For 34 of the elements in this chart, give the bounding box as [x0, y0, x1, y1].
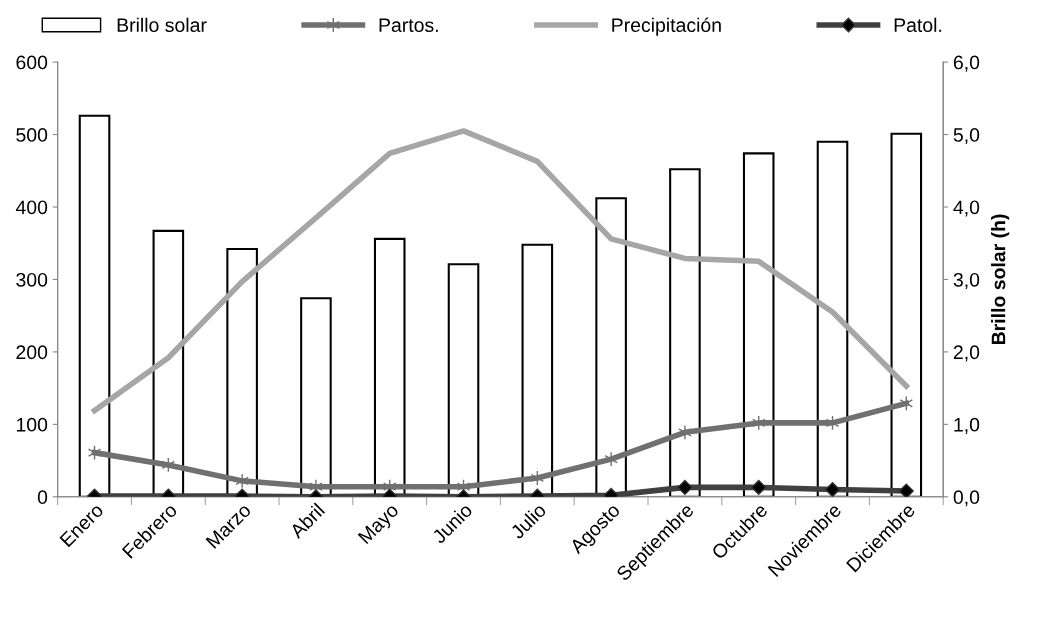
point	[751, 479, 767, 495]
legend-label: Patol.	[894, 17, 942, 33]
bar	[300, 297, 332, 497]
point	[898, 483, 914, 497]
bar	[447, 263, 480, 497]
point	[604, 451, 618, 467]
y2-tick-label: 3,0	[953, 272, 980, 289]
legend-label: Brillo solar	[117, 17, 207, 33]
y-tick-label: 600	[16, 55, 48, 70]
bar	[816, 140, 849, 497]
y2-axis-title: Brillo solar (h)	[991, 214, 1010, 345]
point	[677, 479, 693, 495]
x-tick-label: Julio	[509, 502, 547, 540]
bar	[890, 132, 923, 497]
y2-tick-label: 2,0	[953, 345, 980, 362]
legend-label: Partos.	[379, 18, 438, 33]
y-tick-label: 100	[16, 417, 48, 432]
y2-tick-label: 5,0	[953, 128, 980, 145]
y-tick-label: 500	[16, 128, 48, 142]
bar	[669, 168, 701, 497]
bar	[78, 114, 111, 497]
point	[678, 424, 692, 440]
y-tick-label: 400	[15, 200, 48, 215]
y-tick-label: 0	[37, 490, 48, 505]
y-tick-label: 200	[16, 345, 48, 360]
y-tick-label: 300	[16, 272, 48, 287]
legend-label: Precipitación	[612, 17, 721, 36]
bar	[742, 152, 775, 497]
y2-tick-label: 0,0	[953, 490, 980, 507]
point	[235, 473, 249, 489]
y2-tick-label: 4,0	[953, 200, 980, 217]
y2-tick-label: 1,0	[954, 417, 980, 434]
y2-tick-label: 6,0	[953, 55, 980, 72]
point	[824, 481, 841, 497]
